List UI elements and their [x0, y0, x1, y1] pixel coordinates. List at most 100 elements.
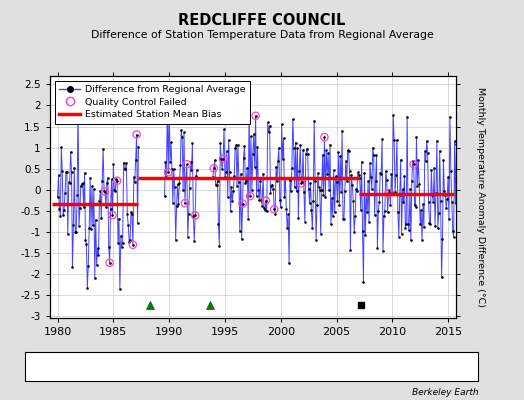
Point: [365, 219, 373, 225]
Point: [416, 221, 424, 227]
Point: [334, 149, 343, 156]
Point: [95, 198, 104, 204]
Point: [210, 165, 218, 172]
Point: [320, 134, 329, 140]
Point: [449, 228, 457, 234]
Point: [275, 145, 283, 151]
Point: [216, 140, 224, 146]
Point: [297, 180, 305, 186]
Text: ▼: ▼: [234, 362, 242, 371]
Point: [57, 144, 66, 150]
Point: [410, 202, 419, 208]
Point: [161, 158, 170, 165]
Point: [411, 204, 420, 210]
Point: [394, 208, 402, 215]
Legend: Difference from Regional Average, Quality Control Failed, Estimated Station Mean: Difference from Regional Average, Qualit…: [54, 81, 250, 124]
Point: [261, 198, 270, 204]
Point: [177, 127, 185, 133]
Point: [432, 190, 440, 196]
Point: [128, 211, 136, 218]
Point: [370, 212, 379, 218]
Point: [193, 167, 201, 174]
Point: [376, 170, 385, 176]
Point: [345, 168, 354, 174]
Point: [308, 225, 316, 232]
Point: [404, 221, 412, 227]
Point: [113, 178, 121, 184]
Point: [446, 113, 454, 120]
Point: [389, 112, 397, 118]
Point: [307, 180, 315, 186]
Point: [215, 243, 224, 249]
Point: [326, 142, 334, 148]
Point: [422, 138, 431, 144]
Point: [226, 208, 235, 214]
Point: [314, 170, 322, 176]
Point: [368, 144, 377, 151]
Point: [305, 200, 314, 206]
Point: [320, 134, 329, 140]
Point: [434, 225, 442, 231]
Point: [220, 126, 228, 132]
Point: [133, 131, 141, 138]
Point: [400, 173, 409, 179]
Point: [373, 245, 381, 251]
Point: [219, 156, 227, 162]
Point: [88, 183, 96, 189]
Point: [374, 208, 383, 214]
Point: [424, 198, 433, 205]
Point: [174, 200, 183, 207]
Point: [446, 168, 455, 174]
Point: [255, 197, 264, 203]
Point: [247, 133, 255, 140]
Point: [63, 231, 72, 238]
Point: [164, 169, 172, 175]
Point: [314, 184, 323, 190]
Point: [219, 156, 227, 162]
Point: [245, 100, 253, 107]
Point: [353, 187, 361, 194]
Point: [301, 218, 309, 225]
Point: [258, 202, 266, 209]
Point: [225, 168, 234, 175]
Point: [396, 192, 404, 199]
Point: [231, 145, 239, 151]
Point: [344, 148, 353, 154]
Point: [379, 248, 387, 254]
Point: [298, 179, 307, 185]
Point: [99, 146, 107, 152]
Point: [101, 188, 109, 195]
Point: [341, 188, 349, 194]
Point: [213, 178, 222, 184]
Point: [273, 178, 281, 184]
Point: [165, 100, 173, 107]
Point: [418, 236, 426, 243]
Point: [104, 175, 112, 181]
Point: [278, 156, 287, 162]
Point: [338, 128, 346, 134]
Point: [450, 234, 458, 240]
Point: [291, 139, 300, 146]
Point: [252, 112, 260, 119]
Point: [239, 154, 248, 161]
Point: [331, 209, 339, 216]
Point: [350, 228, 358, 235]
Point: [381, 168, 390, 174]
Point: [349, 197, 357, 204]
Point: [84, 263, 92, 269]
Point: [316, 231, 325, 237]
Point: [323, 170, 331, 177]
Point: [109, 161, 117, 168]
Point: [103, 180, 111, 186]
Point: [70, 164, 79, 171]
Point: [129, 242, 137, 248]
Point: [318, 187, 326, 194]
Point: [289, 116, 297, 122]
Point: [248, 187, 256, 194]
Point: [62, 169, 70, 175]
Point: [369, 152, 378, 158]
Point: [72, 229, 80, 236]
Point: [214, 221, 223, 227]
Point: [249, 131, 258, 138]
Point: [444, 174, 452, 180]
